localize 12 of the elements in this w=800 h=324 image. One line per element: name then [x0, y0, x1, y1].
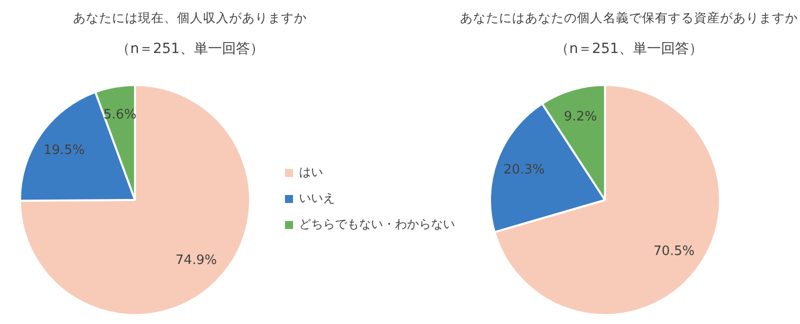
data-label: 9.2% [564, 110, 597, 125]
data-label: 19.5% [43, 143, 85, 158]
legend-label: はい [299, 164, 323, 181]
legend-label: どちらでもない・わからない [299, 216, 455, 233]
legend-label: いいえ [299, 190, 335, 207]
data-label: 20.3% [503, 162, 545, 178]
chart-subtitle: （n＝251、単一回答） [115, 40, 265, 58]
chart-title: あなたにはあなたの個人名義で保有する資産がありますか [459, 10, 799, 27]
chart-subtitle: （n＝251、単一回答） [554, 40, 704, 58]
data-label: 70.5% [653, 244, 695, 260]
chart-title: あなたには現在、個人収入がありますか [72, 10, 308, 27]
data-label: 74.9% [176, 253, 217, 268]
